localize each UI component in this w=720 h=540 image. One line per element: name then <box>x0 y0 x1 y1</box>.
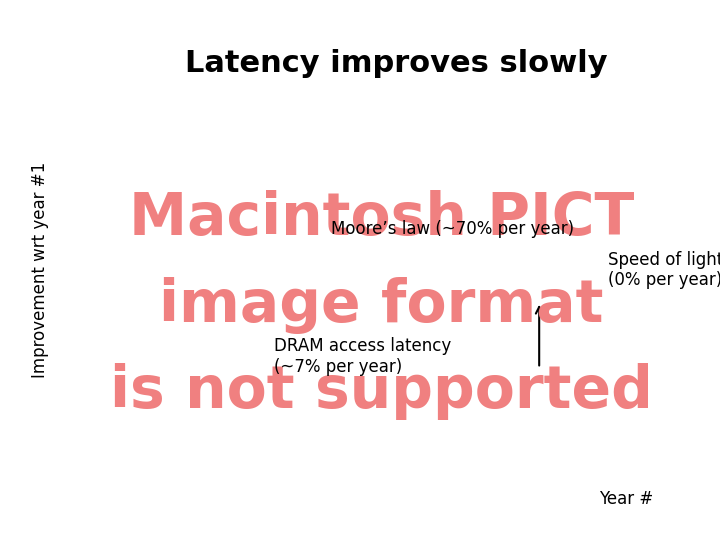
Text: image format: image format <box>159 276 604 334</box>
Text: Macintosh PICT: Macintosh PICT <box>129 190 634 247</box>
Text: Speed of light
(0% per year): Speed of light (0% per year) <box>608 251 720 289</box>
Text: Moore’s law (~70% per year): Moore’s law (~70% per year) <box>331 220 575 239</box>
Text: is not supported: is not supported <box>110 363 653 420</box>
Text: Year #: Year # <box>599 490 654 508</box>
Text: DRAM access latency
(~7% per year): DRAM access latency (~7% per year) <box>274 337 451 376</box>
Text: Latency improves slowly: Latency improves slowly <box>185 49 607 78</box>
Text: Improvement wrt year #1: Improvement wrt year #1 <box>30 162 49 378</box>
